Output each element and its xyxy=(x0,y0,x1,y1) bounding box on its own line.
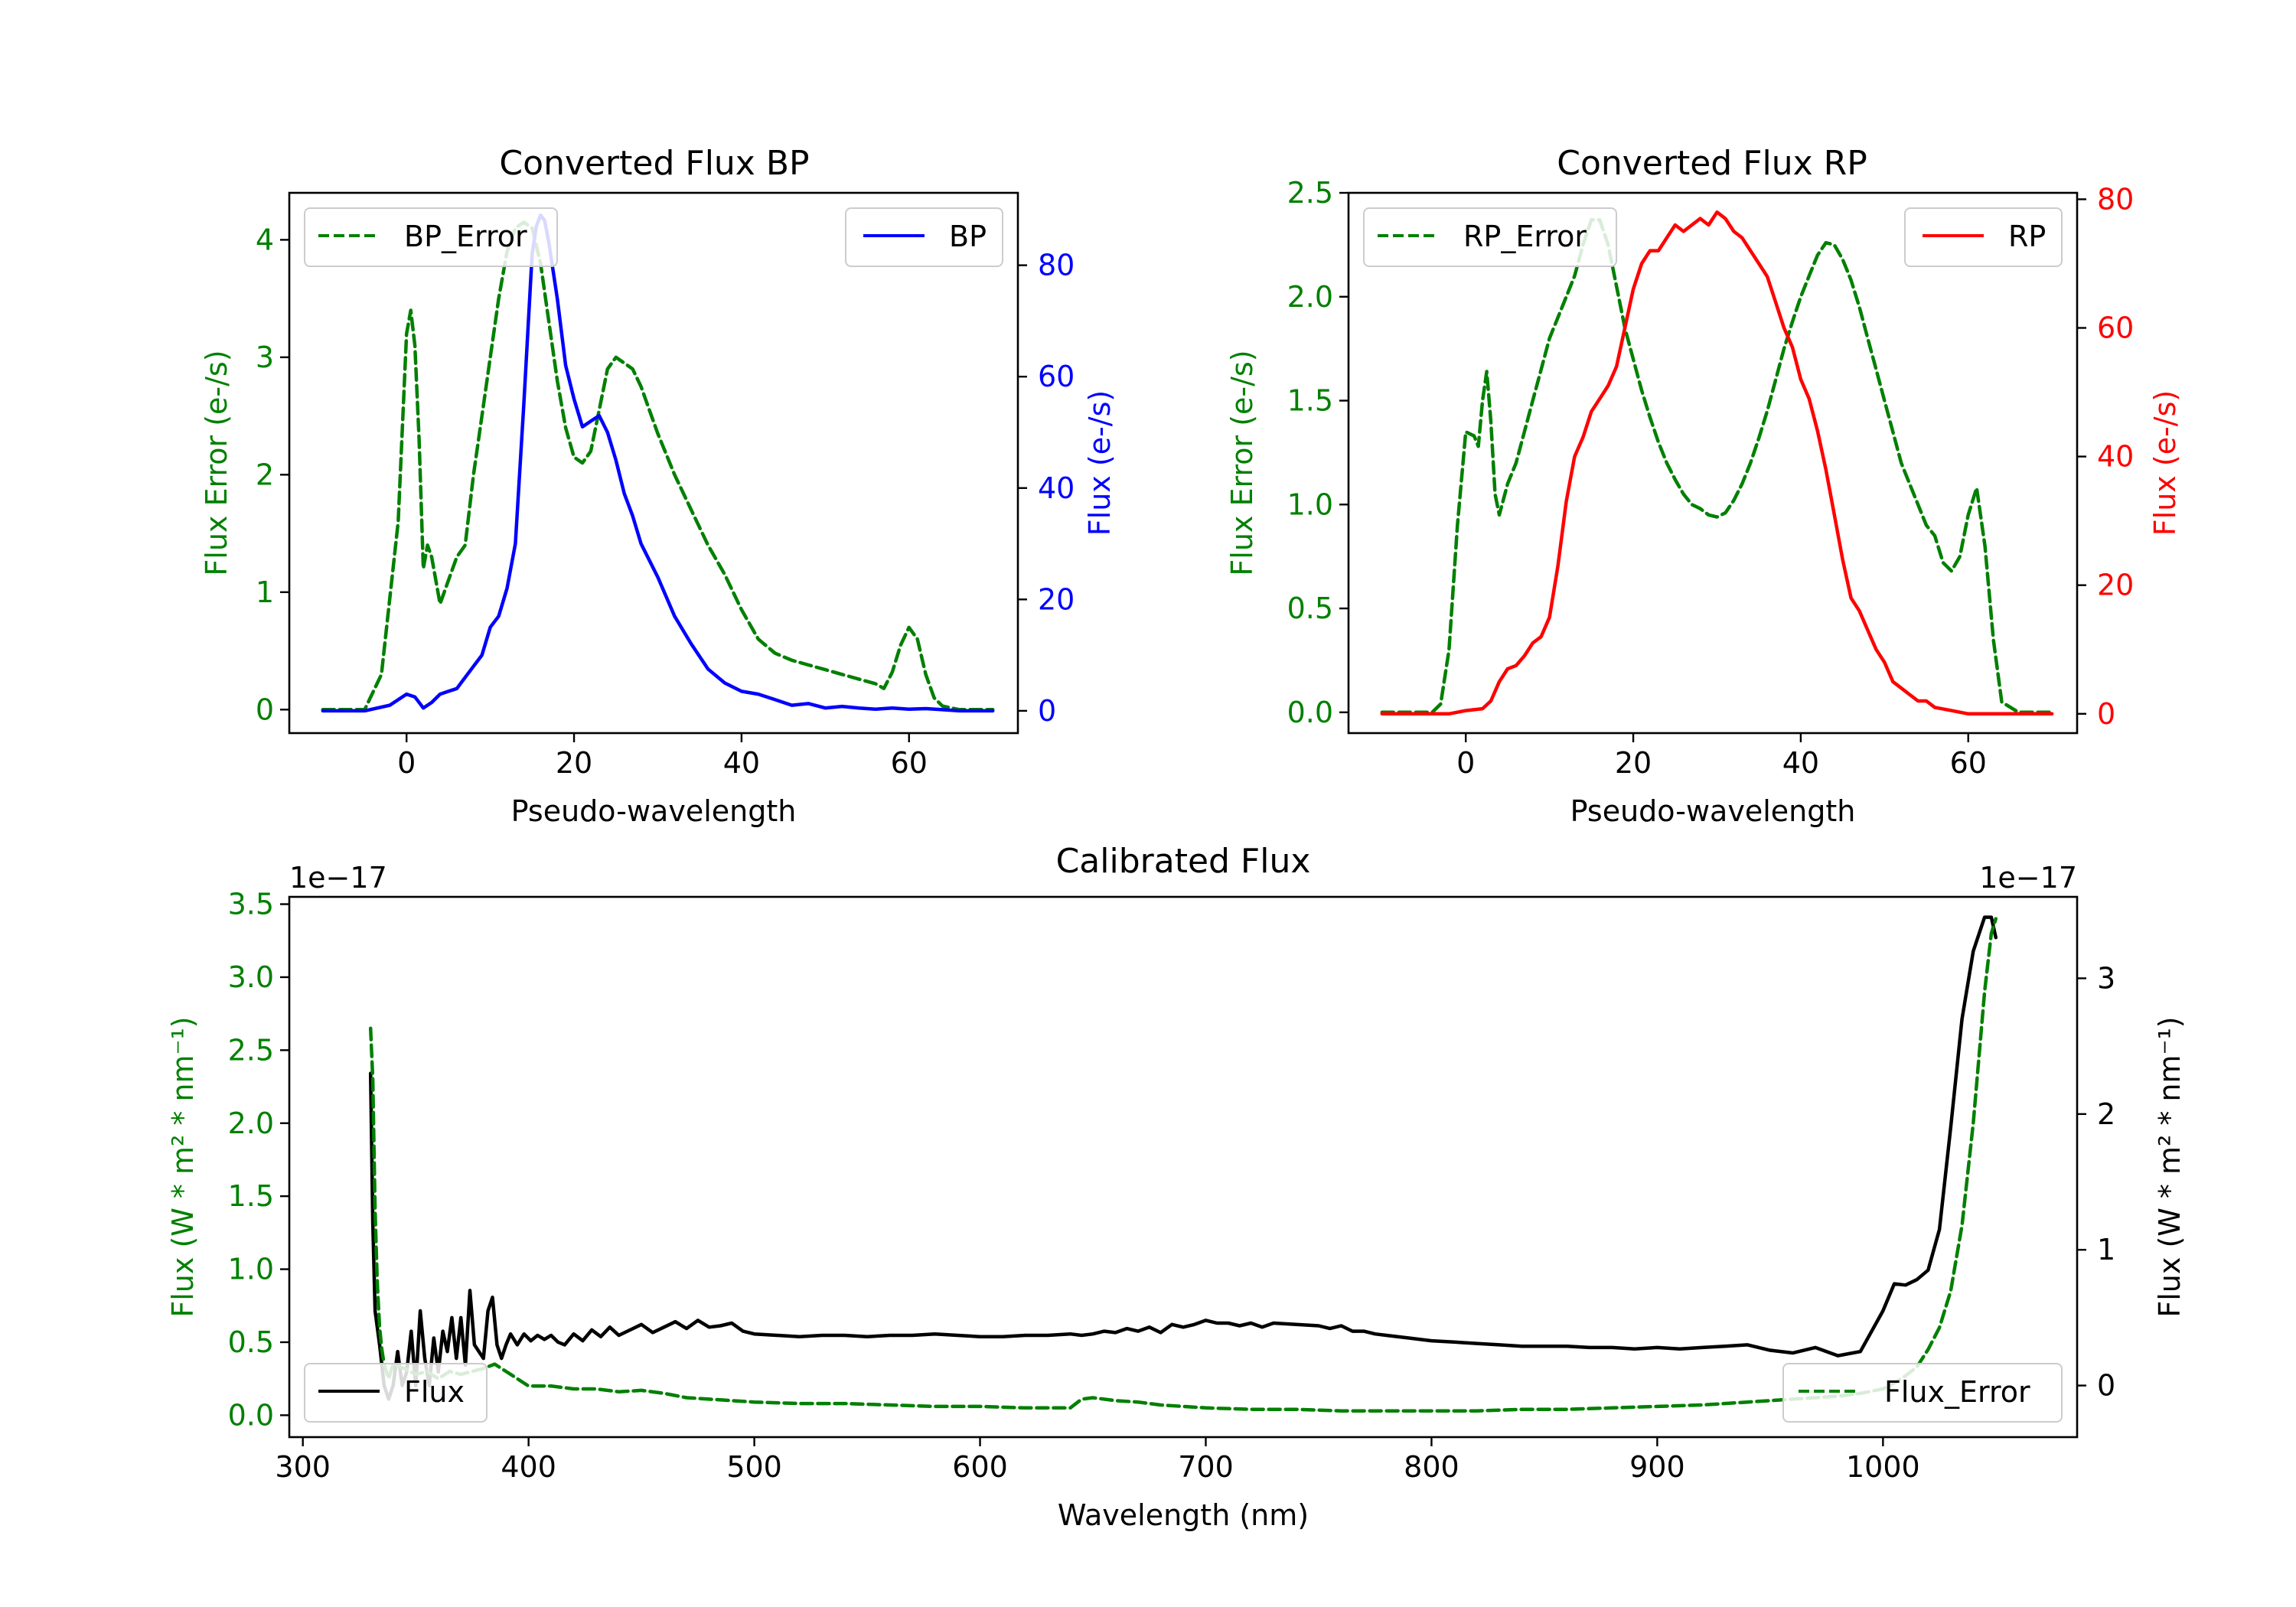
y-tick-label-left: 2.0 xyxy=(1287,280,1333,314)
x-ticks: 0 20 40 60 xyxy=(397,733,928,780)
x-tick-label: 800 xyxy=(1404,1450,1459,1484)
legend-flux[interactable]: Flux xyxy=(304,1363,488,1423)
y-tick-label-left: 3.0 xyxy=(228,960,274,994)
chart-title: Converted Flux RP xyxy=(1557,144,1867,183)
x-tick-label: 60 xyxy=(1950,746,1987,780)
x-tick-label: 900 xyxy=(1629,1450,1685,1484)
series-line-flux[interactable] xyxy=(368,915,1998,1401)
y-axis-label-right: Flux (e-/s) xyxy=(1083,390,1117,536)
y-tick-label-right: 60 xyxy=(2097,311,2134,345)
legend-label-bp: BP xyxy=(949,220,987,253)
y-tick-label-left: 0.5 xyxy=(1287,592,1333,625)
y-tick-label-right: 20 xyxy=(2097,569,2134,602)
y-ticks-right: 0 20 40 60 80 xyxy=(1018,249,1075,728)
x-tick-label: 20 xyxy=(556,746,592,780)
x-axis-label: Pseudo-wavelength xyxy=(1570,794,1856,828)
x-tick-label: 0 xyxy=(397,746,416,780)
axes-frame xyxy=(1347,191,2079,735)
y-tick-label-right: 60 xyxy=(1038,360,1075,393)
y-tick-label-right: 40 xyxy=(1038,471,1075,505)
x-tick-label: 40 xyxy=(1782,746,1819,780)
y-tick-label-left: 0.5 xyxy=(228,1325,274,1359)
legend-label-flux-error: Flux_Error xyxy=(1884,1375,2030,1409)
y-tick-label-right: 3 xyxy=(2097,961,2115,995)
plot-area xyxy=(321,213,995,713)
y-tick-label-right: 20 xyxy=(1038,582,1075,616)
x-tick-label: 20 xyxy=(1615,746,1652,780)
y-ticks-right: 0 20 40 60 80 xyxy=(2077,182,2134,731)
x-axis-label: Wavelength (nm) xyxy=(1058,1498,1309,1532)
panel-calibrated-flux: Calibrated Flux 1e−17 1e−17 Wavelength (… xyxy=(166,842,2187,1532)
y-tick-label-left: 1.0 xyxy=(1287,487,1333,521)
y-tick-label-left: 2.0 xyxy=(228,1107,274,1140)
y-tick-label-left: 3 xyxy=(256,341,274,374)
legend-flux-error[interactable]: Flux_Error xyxy=(1782,1363,2063,1423)
chart-title: Calibrated Flux xyxy=(1056,842,1311,881)
y-tick-label-left: 1 xyxy=(256,575,274,609)
offset-text-left: 1e−17 xyxy=(289,861,387,895)
x-axis-label: Pseudo-wavelength xyxy=(511,794,797,828)
x-tick-label: 700 xyxy=(1178,1450,1234,1484)
x-tick-label: 400 xyxy=(501,1450,556,1484)
axes-frame xyxy=(288,191,1019,735)
legend-bp[interactable]: BP xyxy=(845,207,1003,267)
x-tick-label: 0 xyxy=(1456,746,1475,780)
series-line-bp[interactable] xyxy=(321,213,995,713)
plot-area xyxy=(1380,210,2054,716)
y-tick-label-right: 40 xyxy=(2097,440,2134,474)
y-ticks-left: 0.0 0.5 1.0 1.5 2.0 2.5 xyxy=(1287,176,1349,729)
panel-converted-flux-bp: Converted Flux BP Pseudo-wavelength Flux… xyxy=(200,144,1117,828)
y-tick-label-right: 0 xyxy=(1038,694,1056,728)
y-tick-label-left: 1.5 xyxy=(1287,384,1333,418)
axes-frame xyxy=(288,895,2079,1439)
legend-label-rp-error: RP_Error xyxy=(1463,220,1587,253)
legend-label-rp: RP xyxy=(2008,220,2046,253)
y-tick-label-left: 1.5 xyxy=(228,1179,274,1213)
y-tick-label-left: 3.5 xyxy=(228,888,274,921)
x-ticks: 300 400 500 600 700 800 900 1000 xyxy=(275,1437,1920,1484)
y-ticks-left: 0.0 0.5 1.0 1.5 2.0 2.5 3.0 3.5 xyxy=(228,888,289,1432)
y-axis-label-right: Flux (W * m² * nm⁻¹) xyxy=(2153,1016,2187,1317)
panel-converted-flux-rp: Converted Flux RP Pseudo-wavelength Flux… xyxy=(1225,144,2182,828)
y-tick-label-left: 0 xyxy=(256,693,274,726)
y-tick-label-left: 2.5 xyxy=(1287,176,1333,210)
y-ticks-right: 0 1 2 3 xyxy=(2077,961,2115,1403)
x-tick-label: 300 xyxy=(275,1450,331,1484)
legend-rp-error[interactable]: RP_Error xyxy=(1363,207,1617,267)
offset-text-right: 1e−17 xyxy=(1979,861,2077,895)
y-tick-label-right: 80 xyxy=(2097,182,2134,216)
legend-label-flux: Flux xyxy=(404,1375,465,1409)
y-tick-label-right: 0 xyxy=(2097,1369,2115,1403)
series-line-rp[interactable] xyxy=(1380,210,2054,716)
y-tick-label-left: 2.5 xyxy=(228,1033,274,1067)
x-tick-label: 600 xyxy=(952,1450,1008,1484)
series-line-bp-error[interactable] xyxy=(321,220,995,712)
chart-title: Converted Flux BP xyxy=(499,144,809,183)
legend-bp-error[interactable]: BP_Error xyxy=(304,207,558,267)
x-tick-label: 1000 xyxy=(1846,1450,1920,1484)
y-tick-label-right: 2 xyxy=(2097,1097,2115,1131)
series-line-rp-error[interactable] xyxy=(1380,218,2054,715)
x-tick-label: 40 xyxy=(723,746,760,780)
x-tick-label: 500 xyxy=(726,1450,782,1484)
y-axis-label-left: Flux (W * m² * nm⁻¹) xyxy=(166,1016,200,1317)
y-axis-label-left: Flux Error (e-/s) xyxy=(1225,350,1259,575)
legend-label-bp-error: BP_Error xyxy=(404,220,527,253)
y-tick-label-right: 1 xyxy=(2097,1233,2115,1266)
y-tick-label-right: 80 xyxy=(1038,249,1075,282)
x-ticks: 0 20 40 60 xyxy=(1456,733,1987,780)
y-tick-label-left: 1.0 xyxy=(228,1253,274,1286)
legend-rp[interactable]: RP xyxy=(1904,207,2063,267)
y-tick-label-left: 0.0 xyxy=(1287,696,1333,729)
y-axis-label-left: Flux Error (e-/s) xyxy=(200,350,233,575)
y-tick-label-left: 0.0 xyxy=(228,1398,274,1432)
x-tick-label: 60 xyxy=(891,746,928,780)
y-axis-label-right: Flux (e-/s) xyxy=(2148,390,2182,536)
y-tick-label-right: 0 xyxy=(2097,697,2115,731)
y-ticks-left: 0 1 2 3 4 xyxy=(256,223,289,726)
y-tick-label-left: 4 xyxy=(256,223,274,256)
y-tick-label-left: 2 xyxy=(256,458,274,491)
